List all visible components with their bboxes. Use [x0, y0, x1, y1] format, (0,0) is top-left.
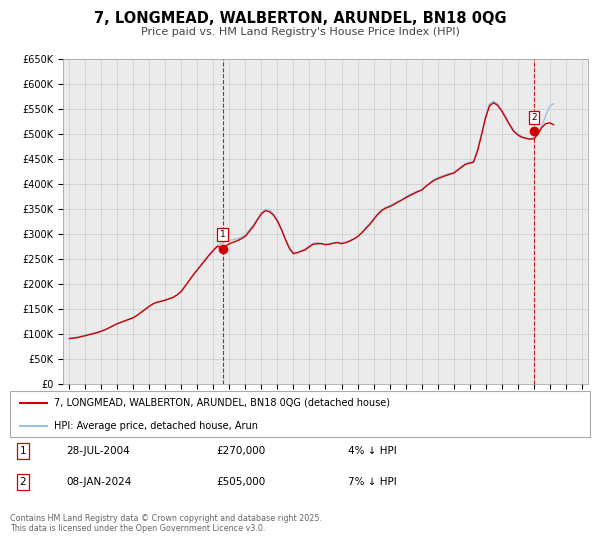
Text: Price paid vs. HM Land Registry's House Price Index (HPI): Price paid vs. HM Land Registry's House …	[140, 27, 460, 37]
Text: HPI: Average price, detached house, Arun: HPI: Average price, detached house, Arun	[53, 421, 257, 431]
FancyBboxPatch shape	[10, 391, 590, 437]
Text: 4% ↓ HPI: 4% ↓ HPI	[348, 446, 397, 456]
Text: 7, LONGMEAD, WALBERTON, ARUNDEL, BN18 0QG: 7, LONGMEAD, WALBERTON, ARUNDEL, BN18 0Q…	[94, 11, 506, 26]
Text: £270,000: £270,000	[216, 446, 265, 456]
Text: 7% ↓ HPI: 7% ↓ HPI	[348, 477, 397, 487]
Text: 2: 2	[531, 113, 537, 122]
Text: 1: 1	[19, 446, 26, 456]
Text: Contains HM Land Registry data © Crown copyright and database right 2025.
This d: Contains HM Land Registry data © Crown c…	[10, 514, 322, 534]
Text: 2: 2	[19, 477, 26, 487]
Text: 08-JAN-2024: 08-JAN-2024	[66, 477, 131, 487]
Text: 1: 1	[220, 230, 226, 239]
Text: 7, LONGMEAD, WALBERTON, ARUNDEL, BN18 0QG (detached house): 7, LONGMEAD, WALBERTON, ARUNDEL, BN18 0Q…	[53, 398, 389, 408]
Text: 28-JUL-2004: 28-JUL-2004	[66, 446, 130, 456]
Text: £505,000: £505,000	[216, 477, 265, 487]
